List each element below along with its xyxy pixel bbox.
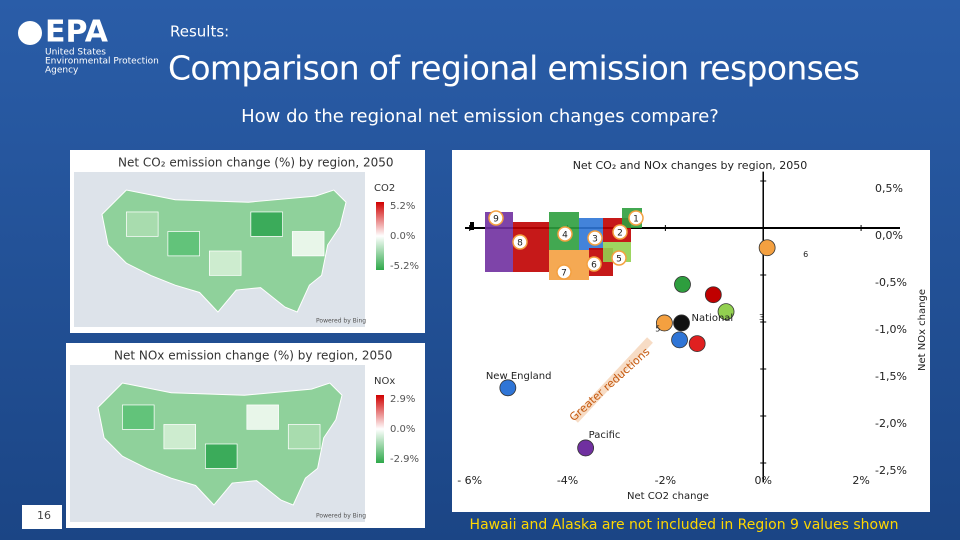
point [673,314,690,332]
region-number: 9 [493,215,499,225]
agency: Environmental Protection [45,57,159,67]
point-label: National [692,313,734,324]
x-tick-label: 2% [852,474,869,487]
state-fill [126,211,159,237]
point [758,239,776,257]
logo: EPA [45,15,109,50]
legend-bar [376,395,384,463]
state-fill [250,211,283,237]
state-fill [287,424,321,450]
x-tick-label: - 6% [457,474,482,487]
agency: Agency [45,66,79,76]
region-map: 9 8 4 3 21 7 6 5 [485,208,644,280]
region-badge [587,230,603,246]
state-fill [163,424,196,450]
y-tick-label: -2,0% [875,417,907,430]
region-number: 6 [591,261,597,271]
chart-title: Net CO₂ and NOx changes by region, 2050 [573,159,808,172]
inset-edge [470,222,474,230]
y-axis-label: Net NOx change [917,289,928,371]
point [577,439,595,457]
point [655,314,673,332]
state-fill [291,231,325,257]
state-fill [246,404,279,430]
map-title: Net NOx emission change (%) by region, 2… [114,349,392,363]
region-number: 1 [633,215,639,225]
point [499,379,517,397]
logo-mark [18,21,42,45]
legend-label: 2.9% [390,394,415,405]
map-title: Net CO₂ emission change (%) by region, 2… [118,156,394,170]
x-axis-label: Net CO2 change [627,491,709,502]
page-box [22,505,62,529]
y-tick-label: -0,5% [875,276,907,289]
region-badge [556,264,572,280]
legend-label: 5.2% [390,201,415,212]
region-badge [612,224,628,240]
legend-bar [376,202,384,270]
point-label: 6 [803,250,808,259]
x-tick-label: -2% [655,474,676,487]
state-fill [204,443,238,469]
x-tick-label: -4% [557,474,578,487]
region-badge [628,210,644,226]
state-fill [208,250,242,276]
point [717,303,735,321]
point [704,286,722,304]
state-fill [167,231,200,257]
region-number: 8 [517,239,523,249]
footnote: Hawaii and Alaska are not included in Re… [470,517,899,533]
kicker: Results: [170,23,229,41]
agency: United States [45,48,106,58]
region-number: 2 [617,229,623,239]
y-tick-label: -1,0% [875,323,907,336]
page-number: 16 [37,509,51,522]
legend-label: -5.2% [390,261,419,272]
y-tick-label: 0,5% [875,182,903,195]
us-map [97,382,343,506]
region-number: 4 [562,231,568,241]
y-tick-label: 0,0% [875,229,903,242]
slide-subtitle: How do the regional net emission changes… [241,106,719,127]
chart-panel [452,150,930,512]
x-tick-label: 0% [754,474,771,487]
region-badge [586,256,602,272]
slide-title: Comparison of regional emission response… [168,49,860,88]
point-label: 5 [655,324,660,333]
region-badge [512,234,528,250]
region-badge [611,250,627,266]
y-tick-label: -1,5% [875,370,907,383]
point [674,275,691,293]
legend-label: 0.0% [390,424,415,435]
legend-title: NOx [374,376,395,387]
y-tick-label: -2,5% [875,464,907,477]
point-label: Pacific [589,430,621,441]
legend-label: 0.0% [390,231,415,242]
map-credit: Powered by Bing [316,513,366,520]
map-panels: Net CO₂ emission change (%) by region, 2… [66,150,425,528]
map-credit: Powered by Bing [316,318,366,325]
annotation-arrow [572,337,653,423]
region-badge [488,210,504,226]
state-fill [122,404,155,430]
point [671,331,688,349]
region-number: 5 [616,255,622,265]
region-number: 7 [561,269,567,279]
legend-title: CO2 [374,183,395,194]
legend-label: -2.9% [390,454,419,465]
point [688,335,706,353]
region-number: 3 [592,235,598,245]
point-label: 3 [759,313,764,322]
point-label: New England [486,371,552,382]
us-map [101,189,347,313]
region-badge [557,226,573,242]
